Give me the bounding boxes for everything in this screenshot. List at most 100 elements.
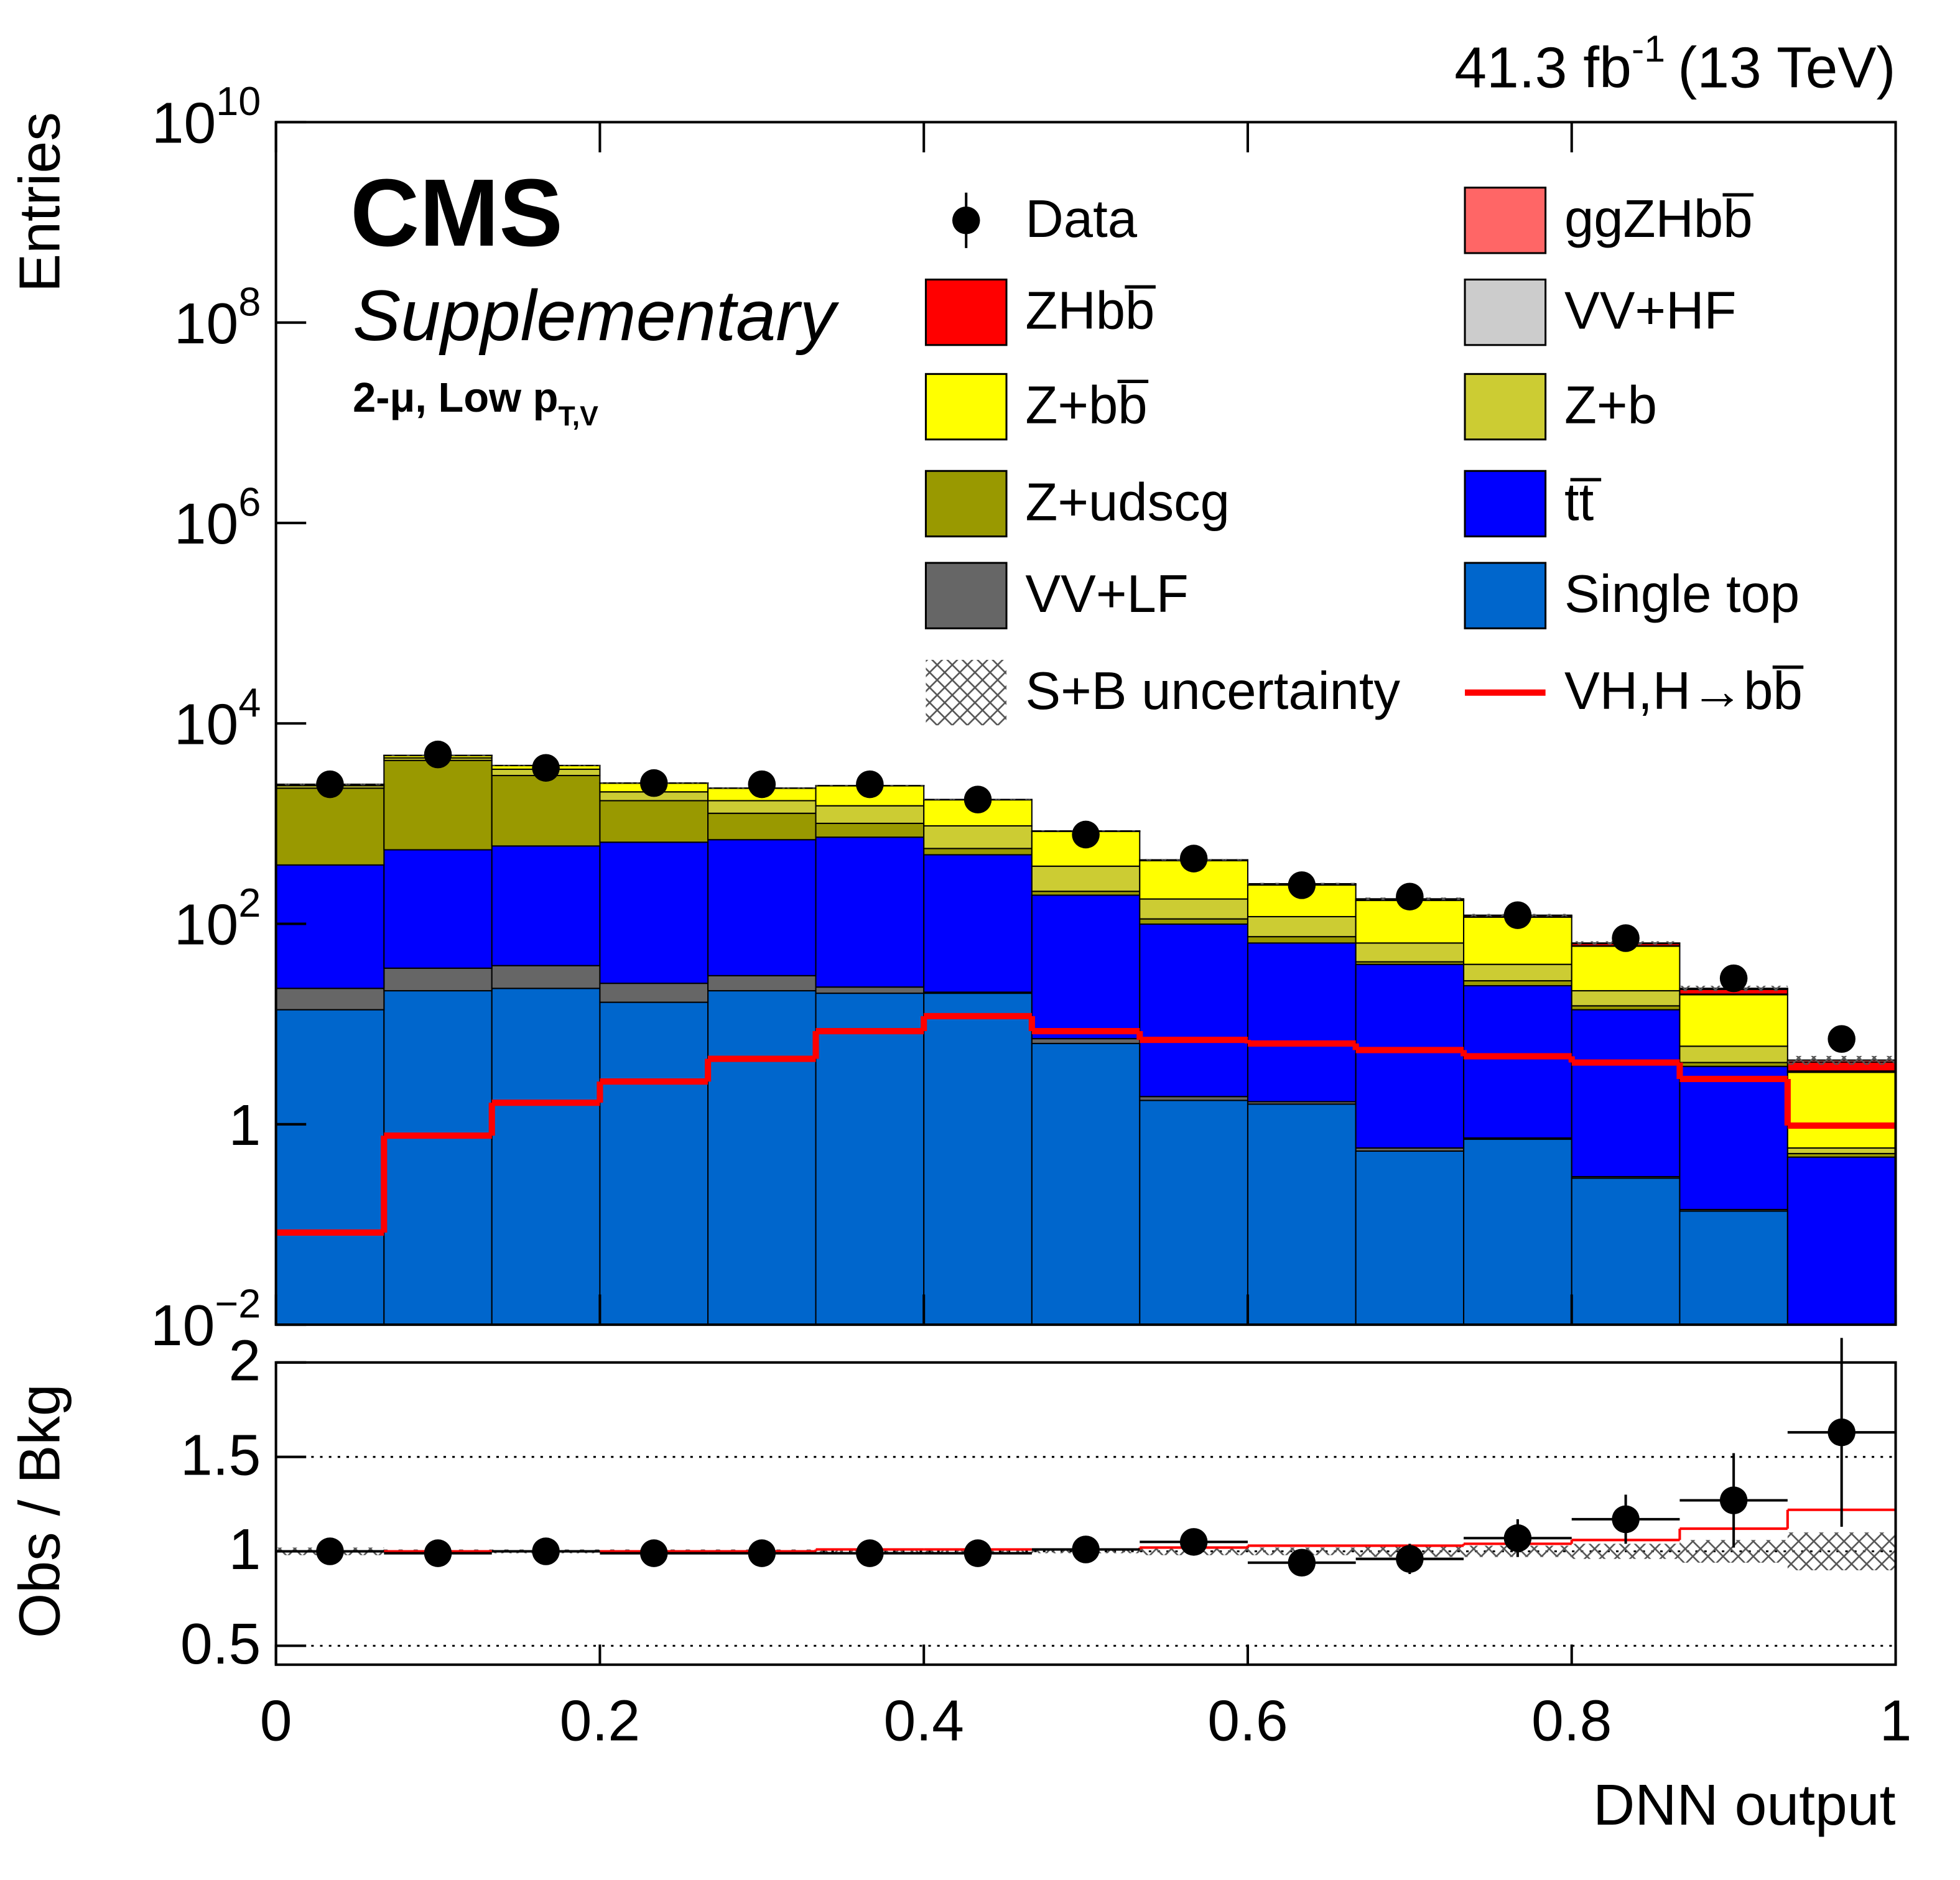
stack-segment (1786, 1147, 1897, 1154)
y-tick-base: 10 (174, 692, 239, 756)
stack-segment (1571, 1009, 1681, 1178)
stack-segment (923, 854, 1033, 993)
stack-segment (707, 975, 817, 992)
legend-label: VV+LF (1025, 565, 1188, 624)
region-text: 2-μ, Low p (353, 375, 558, 421)
stack-segment (1463, 984, 1572, 1139)
stack-segment (707, 839, 817, 976)
legend-label: VV+HF (1564, 282, 1736, 341)
uncertainty-band (1787, 1055, 1896, 1065)
stack-segment (1031, 1042, 1141, 1326)
stack-segment (1571, 945, 1681, 992)
stack-segment (491, 775, 601, 847)
uncertainty-band (1787, 1532, 1896, 1570)
legend-marker (1464, 373, 1547, 441)
stack-segment (491, 988, 601, 1326)
stack-segment (1247, 1103, 1357, 1326)
legend-marker (924, 562, 1008, 629)
data-point (1612, 924, 1640, 952)
stack-segment (707, 800, 817, 814)
ratio-point (532, 1537, 560, 1565)
stack-segment (1139, 859, 1248, 900)
x-tick-label: 1 (1880, 1688, 1912, 1753)
y-tick-base: 1 (229, 1092, 261, 1157)
y-tick-exponent: −2 (215, 1281, 261, 1327)
stack-segment (383, 759, 493, 851)
stack-segment (383, 990, 493, 1326)
stack-segment (707, 812, 817, 841)
stack-segment (1247, 942, 1357, 1103)
ratio-point (1828, 1418, 1855, 1447)
y-tick-exponent: 6 (238, 479, 261, 525)
legend-marker (1464, 470, 1547, 538)
stack-segment (383, 849, 493, 969)
y-tick-label: 104 (174, 680, 261, 756)
legend-label: Single top (1564, 565, 1800, 624)
stack-segment (1139, 1100, 1248, 1326)
status: Supplementary (353, 276, 840, 356)
stack-segment (275, 1009, 385, 1326)
experiment: CMS (350, 159, 563, 266)
stack-segment (815, 836, 925, 988)
stack-segment (275, 988, 385, 1011)
stack-segment (923, 825, 1033, 850)
stack-segment (1139, 923, 1248, 1098)
y-tick-label: 2 (229, 1328, 261, 1392)
data-point (1072, 820, 1100, 849)
y-tick-base: 10 (174, 892, 239, 956)
y-tick-label: 102 (174, 880, 261, 956)
ratio-point (1612, 1505, 1640, 1534)
y-tick-base: 10 (151, 1293, 215, 1358)
y-tick-base: 10 (152, 90, 216, 155)
y-tick-label: 1.5 (180, 1422, 261, 1487)
stack-segment (1031, 894, 1141, 1040)
stack-segment (1679, 1045, 1788, 1063)
y-tick-label: 108 (174, 279, 261, 355)
stack-segment (599, 1001, 709, 1326)
stack-segment (599, 841, 709, 984)
stack-segment (923, 993, 1033, 1326)
data-point (964, 785, 992, 813)
legend-marker (924, 470, 1008, 538)
ratio-frame (274, 1361, 1897, 1666)
legend-marker (1464, 278, 1547, 346)
legend-label: tt̅ (1564, 473, 1601, 532)
ratio-point (748, 1539, 776, 1567)
legend-label: Data (1025, 190, 1137, 249)
ratio-point (1288, 1549, 1316, 1577)
stack-segment (1139, 918, 1248, 925)
y-axis-title: Entries (7, 112, 72, 292)
legend-marker (924, 278, 1008, 346)
stack-segment (1247, 936, 1357, 944)
x-tick-label: 0.4 (883, 1688, 964, 1753)
stack-segment (1463, 963, 1572, 982)
legend-label: ZHbb̅ (1025, 282, 1156, 341)
stack-segment (275, 787, 385, 866)
ratio-point (964, 1539, 992, 1567)
y-tick-base: 10 (174, 491, 239, 556)
stack-segment (599, 983, 709, 1003)
stack-segment (923, 848, 1033, 856)
ratio-point (639, 1539, 668, 1567)
stack-segment (1679, 994, 1788, 1047)
stack-segment (815, 986, 925, 994)
y-tick-label: 1 (229, 1517, 261, 1581)
stack-segment (815, 822, 925, 838)
y-tick-label: 10−2 (151, 1281, 261, 1358)
y-tick-exponent: 2 (238, 880, 261, 925)
legend-label: VH,H→bb̅ (1564, 662, 1804, 721)
y-tick-label: 1010 (152, 78, 261, 155)
stack-segment (1355, 942, 1465, 963)
stack-segment (1031, 865, 1141, 892)
stack-segment (815, 993, 925, 1326)
y-tick-label: 106 (174, 479, 261, 556)
stack-segment (1247, 915, 1357, 938)
data-point (639, 769, 668, 797)
data-point (316, 770, 344, 799)
data-point (1503, 901, 1532, 929)
stack-segment (491, 845, 601, 966)
data-point (1719, 964, 1748, 993)
stack-segment (815, 805, 925, 824)
